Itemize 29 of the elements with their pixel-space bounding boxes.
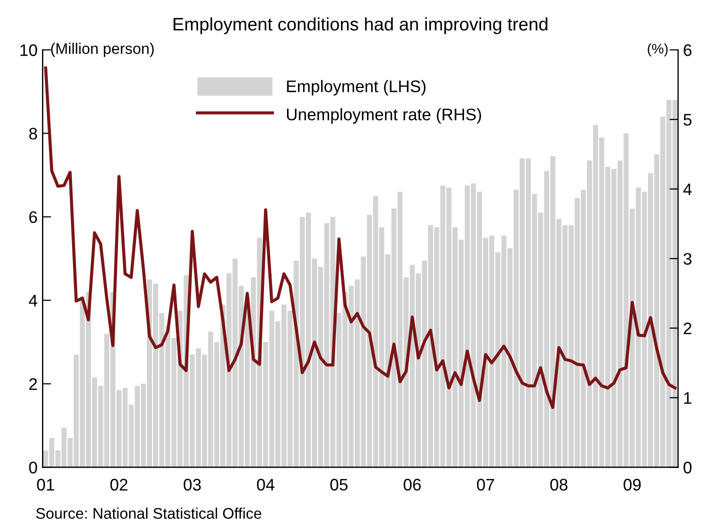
x-tick-label: 07 <box>476 478 494 491</box>
chart-title: Employment conditions had an improving trend <box>174 17 548 34</box>
legend-label: Employment (LHS) <box>287 80 426 96</box>
y2-axis-title: (%) <box>648 43 668 56</box>
x-tick-label: 03 <box>184 478 201 491</box>
y-tick-label: 6 <box>29 211 38 224</box>
y2-tick-label: 2 <box>684 322 692 334</box>
x-tick-label: 08 <box>550 478 568 491</box>
y-tick-label: 2 <box>29 378 37 390</box>
line-series <box>44 66 677 409</box>
y2-tick-label: 1 <box>684 392 692 404</box>
source-note: Source: National Statistical Office <box>36 508 262 519</box>
y-axis-title: (Million person) <box>51 42 154 57</box>
y-tick-label: 0 <box>29 462 38 474</box>
x-tick-label: 09 <box>624 478 641 491</box>
x-tick-label: 04 <box>257 478 274 491</box>
y2-tick-label: 5 <box>684 114 692 126</box>
x-tick-label: 02 <box>110 478 128 491</box>
x-tick-label: 01 <box>37 478 54 491</box>
y-tick-label: 8 <box>29 128 38 140</box>
x-tick-label: 05 <box>330 478 348 491</box>
y2-tick-label: 0 <box>684 462 692 474</box>
y-tick-label: 4 <box>28 294 38 306</box>
y2-tick-label: 4 <box>683 184 692 196</box>
legend-label: Unemployment rate (RHS) <box>287 108 482 124</box>
y2-tick-label: 6 <box>684 44 692 56</box>
y-tick-label: 10 <box>20 44 38 56</box>
y2-tick-label: 3 <box>684 252 692 265</box>
x-tick-label: 06 <box>404 478 421 491</box>
